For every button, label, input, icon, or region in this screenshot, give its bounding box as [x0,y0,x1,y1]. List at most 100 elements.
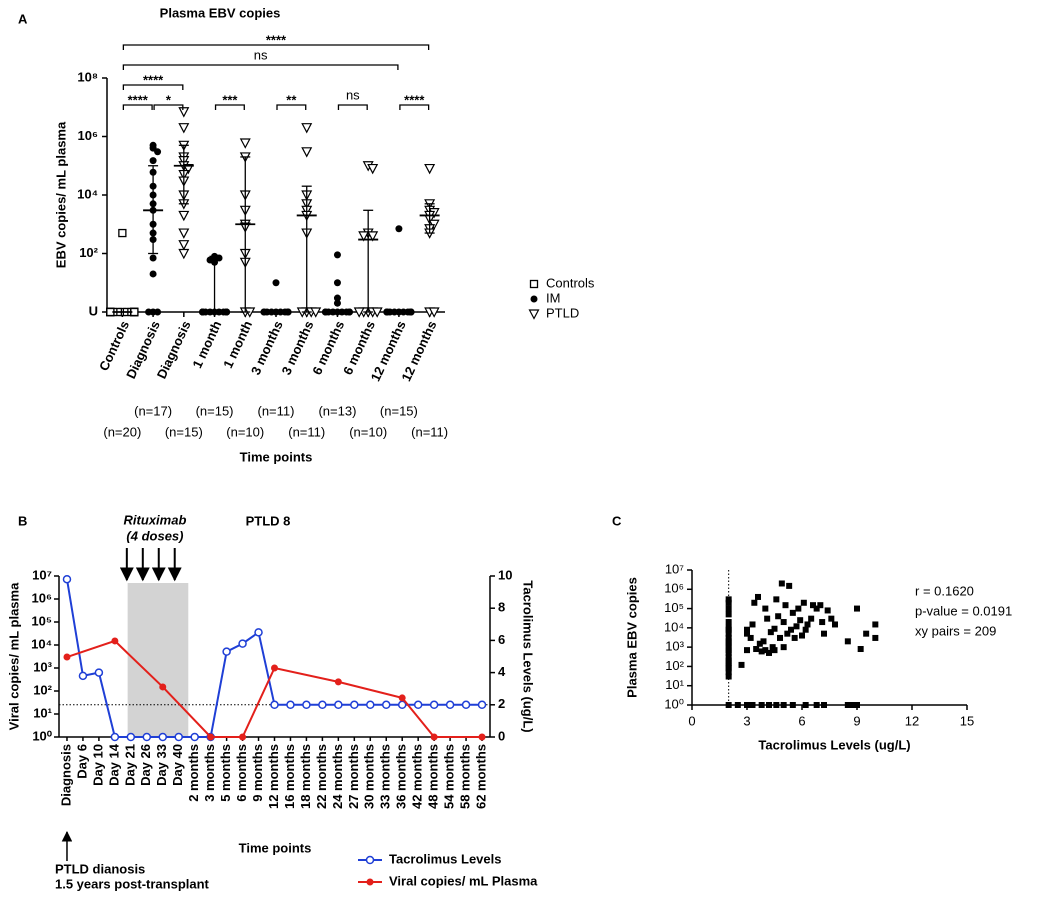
bracket-label: **** [128,92,149,107]
point [78,671,88,681]
n-label: (n=15) [165,424,203,439]
point [749,621,756,628]
point [758,648,765,655]
x-tick-label: 16 months [282,744,297,809]
point [407,308,415,316]
point [178,240,190,251]
point [272,279,280,287]
point [302,700,311,710]
point [118,228,127,238]
y-tick-label: 10⁰ [664,696,684,711]
x-tick-label: 36 months [394,744,409,809]
point [445,700,455,710]
x-tick-label: Day 14 [106,743,121,786]
y-tick-label: U [89,303,98,318]
y2-tick-label: 10 [498,567,512,582]
point [749,702,756,708]
point [771,625,778,632]
point [318,700,327,710]
x-tick-label: Day 10 [90,744,105,786]
point [764,615,771,622]
point [725,644,732,651]
point [528,309,540,320]
point [832,621,838,628]
x-tick-label: 12 [905,713,919,728]
x-tick-label: Day 40 [170,744,185,786]
x-tick-label: 12 months [266,744,281,809]
point [159,683,167,691]
y-tick-label: 10⁶ [664,581,684,596]
bracket-label: *** [222,92,238,107]
point [751,599,758,606]
point [777,634,783,641]
point [178,123,190,134]
point [789,702,796,708]
point [190,732,199,742]
panel-label: C [612,513,622,528]
point [154,148,162,156]
x-tick-label: 54 months [442,744,457,809]
point [178,228,190,239]
point [760,638,767,645]
shaded-region [127,583,189,737]
point [863,630,870,637]
x-tick-label: 42 months [410,744,425,809]
x-tick-label: Day 26 [138,744,153,786]
point [529,279,539,289]
point [758,702,765,708]
point [238,639,247,648]
point [182,163,194,175]
point [366,700,375,710]
y-tick-label: 10² [33,682,52,697]
series-line [66,639,483,738]
point [365,855,375,865]
y2-tick-label: 6 [498,632,505,647]
legend-label: Controls [546,275,595,290]
y-tick-label: 10⁴ [31,636,52,651]
y2-axis-label: Tacrolimus Levels (ug/L) [521,580,536,732]
y-tick-label: 10⁴ [664,619,684,634]
point [788,626,794,633]
bracket [122,104,153,110]
point [762,605,769,612]
x-tick-label: Day 33 [154,744,169,786]
point [353,307,365,318]
x-tick-label: 1 month [189,318,224,370]
point [780,644,787,651]
point [797,617,804,624]
x-tick-label: Diagnosis [58,744,73,806]
point [321,308,329,316]
x-tick-label: 5 months [218,744,233,802]
bracket [337,104,368,110]
point [844,638,851,645]
point [799,632,805,639]
point [424,163,436,175]
y-tick-label: 10² [665,658,684,673]
point [756,640,763,647]
x-tick-label: 9 months [250,744,265,802]
n-label: (n=13) [318,403,356,418]
bracket [153,104,184,110]
bracket [122,84,184,90]
point [478,733,486,741]
point [149,157,157,165]
point [857,646,864,653]
x-tick-label: 6 [798,713,805,728]
y-tick-label: 10⁰ [32,728,52,743]
point [725,599,732,606]
point [333,279,341,287]
point [199,308,207,316]
point [154,308,162,316]
point [734,702,741,708]
point [813,605,820,612]
point [145,308,153,316]
x-tick-label: 15 [960,713,974,728]
point [381,700,391,710]
y2-tick-label: 8 [498,600,505,615]
n-label: (n=10) [349,424,387,439]
point [755,593,761,600]
point [461,700,471,710]
point [791,634,798,641]
annotation: r = 0.1620 [915,583,974,598]
